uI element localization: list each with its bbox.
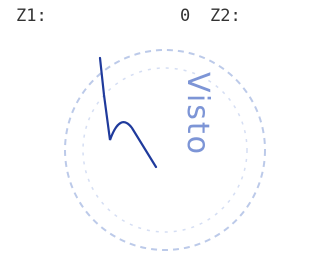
stamp-inner-ring [83, 68, 247, 232]
stamp-text: Visto [180, 72, 215, 156]
page: Z1: 0 Z2: Visto [0, 0, 287, 275]
stamp-ring [65, 50, 265, 250]
signature [100, 58, 156, 167]
stamp-layer: Visto [0, 0, 287, 275]
